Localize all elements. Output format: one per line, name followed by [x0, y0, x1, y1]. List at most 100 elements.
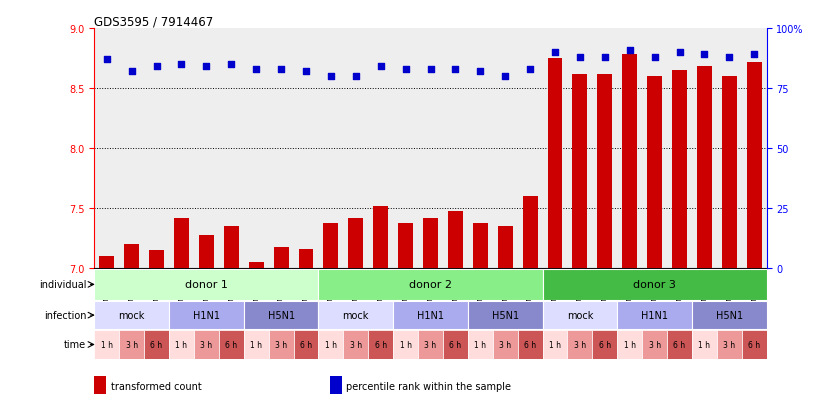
Bar: [617, 301, 691, 330]
Bar: [392, 330, 418, 359]
Text: 6 h: 6 h: [672, 340, 685, 349]
Bar: [418, 330, 442, 359]
Point: [100, 57, 113, 63]
Bar: [318, 269, 542, 300]
Bar: [169, 330, 193, 359]
Bar: [243, 301, 318, 330]
Text: 1 h: 1 h: [175, 340, 188, 349]
Text: 3 h: 3 h: [125, 340, 138, 349]
Bar: [596, 74, 612, 269]
Bar: [492, 330, 517, 359]
Text: 3 h: 3 h: [499, 340, 511, 349]
Text: 3 h: 3 h: [349, 340, 361, 349]
Bar: [193, 330, 219, 359]
Text: donor 2: donor 2: [409, 280, 451, 290]
Bar: [224, 227, 238, 269]
Bar: [572, 74, 586, 269]
Text: time: time: [64, 339, 86, 350]
Bar: [94, 330, 119, 359]
Bar: [329, 376, 342, 394]
Bar: [94, 269, 318, 300]
Bar: [547, 59, 562, 269]
Bar: [368, 330, 392, 359]
Text: 1 h: 1 h: [399, 340, 411, 349]
Bar: [343, 330, 368, 359]
Bar: [468, 301, 542, 330]
Bar: [398, 223, 413, 269]
Point: [150, 64, 163, 71]
Bar: [691, 330, 716, 359]
Bar: [99, 257, 114, 269]
Bar: [348, 218, 363, 269]
Bar: [617, 330, 641, 359]
Text: donor 1: donor 1: [185, 280, 228, 290]
Bar: [567, 330, 591, 359]
Text: 6 h: 6 h: [151, 340, 162, 349]
Text: percentile rank within the sample: percentile rank within the sample: [346, 381, 511, 391]
Bar: [124, 245, 139, 269]
Point: [125, 69, 138, 76]
Bar: [447, 211, 462, 269]
Bar: [542, 301, 617, 330]
Bar: [522, 197, 537, 269]
Bar: [199, 235, 214, 269]
Text: H5N1: H5N1: [491, 310, 518, 320]
Bar: [691, 301, 766, 330]
Point: [747, 52, 760, 59]
Bar: [149, 251, 164, 269]
Text: 3 h: 3 h: [722, 340, 735, 349]
Bar: [318, 330, 343, 359]
Bar: [243, 330, 269, 359]
Text: 6 h: 6 h: [598, 340, 610, 349]
Bar: [323, 223, 338, 269]
Text: H5N1: H5N1: [715, 310, 742, 320]
Bar: [646, 77, 661, 269]
Point: [174, 62, 188, 68]
Text: H1N1: H1N1: [640, 310, 667, 320]
Point: [324, 74, 337, 80]
Point: [548, 50, 561, 56]
Text: individual: individual: [38, 280, 86, 290]
Point: [224, 62, 238, 68]
Text: 6 h: 6 h: [300, 340, 312, 349]
Bar: [746, 62, 761, 269]
Point: [249, 66, 262, 73]
Text: H5N1: H5N1: [267, 310, 294, 320]
Bar: [672, 71, 686, 269]
Point: [299, 69, 312, 76]
Bar: [542, 330, 567, 359]
Text: 6 h: 6 h: [523, 340, 536, 349]
Bar: [517, 330, 542, 359]
Point: [274, 66, 287, 73]
Text: infection: infection: [43, 310, 86, 320]
Bar: [269, 330, 293, 359]
Point: [423, 66, 437, 73]
Text: 6 h: 6 h: [747, 340, 759, 349]
Point: [722, 55, 735, 61]
Point: [349, 74, 362, 80]
Point: [672, 50, 686, 56]
Text: 1 h: 1 h: [549, 340, 560, 349]
Bar: [94, 376, 106, 394]
Text: 6 h: 6 h: [374, 340, 387, 349]
Bar: [119, 330, 144, 359]
Text: 1 h: 1 h: [101, 340, 113, 349]
Point: [647, 55, 660, 61]
Point: [448, 66, 461, 73]
Point: [697, 52, 710, 59]
Bar: [169, 301, 243, 330]
Text: 1 h: 1 h: [698, 340, 709, 349]
Bar: [219, 330, 243, 359]
Bar: [667, 330, 691, 359]
Text: 1 h: 1 h: [250, 340, 262, 349]
Point: [572, 55, 586, 61]
Text: H1N1: H1N1: [192, 310, 219, 320]
Bar: [721, 77, 736, 269]
Text: 1 h: 1 h: [324, 340, 337, 349]
Bar: [318, 301, 392, 330]
Point: [373, 64, 387, 71]
Text: 1 h: 1 h: [473, 340, 486, 349]
Point: [498, 74, 511, 80]
Text: 6 h: 6 h: [449, 340, 461, 349]
Point: [399, 66, 412, 73]
